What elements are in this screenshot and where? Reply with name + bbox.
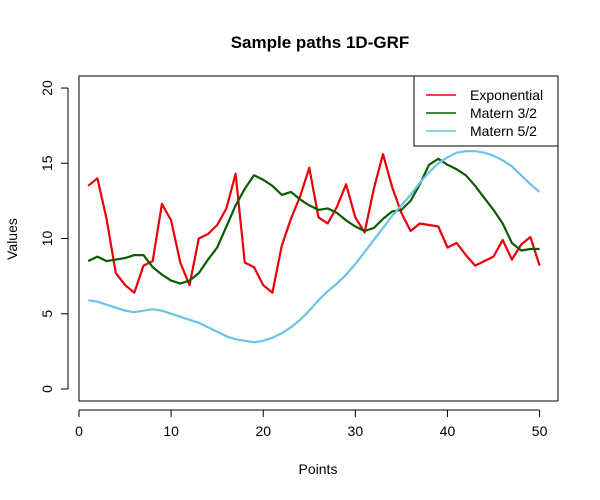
y-tick-label: 15 — [39, 155, 55, 171]
x-tick-label: 0 — [75, 423, 83, 439]
legend-label-matern-5-2: Matern 5/2 — [470, 123, 537, 139]
y-tick-label: 20 — [39, 80, 55, 96]
x-axis-label: Points — [299, 461, 338, 477]
x-tick-label: 30 — [348, 423, 364, 439]
legend-box — [413, 75, 559, 147]
legend-label-matern-3-2: Matern 3/2 — [470, 105, 537, 121]
plot-area-border — [78, 75, 559, 402]
legend: Exponential Matern 3/2 Matern 5/2 — [413, 75, 559, 147]
y-tick-label: 5 — [39, 310, 55, 318]
x-tick-label: 40 — [440, 423, 456, 439]
y-axis: 0 5 10 15 20 — [39, 80, 69, 393]
series-layer — [87, 150, 541, 344]
y-tick-label: 0 — [39, 385, 55, 393]
series-line-exponential — [87, 153, 541, 294]
x-axis: 0 10 20 30 40 50 — [75, 409, 548, 439]
x-tick-label: 20 — [255, 423, 271, 439]
series-line-matern-5-2 — [88, 150, 541, 344]
y-tick-label: 10 — [39, 231, 55, 247]
y-axis-label: Values — [4, 218, 20, 260]
chart-title: Sample paths 1D-GRF — [231, 33, 410, 52]
series-line-matern-3-2 — [87, 157, 540, 285]
x-tick-label: 10 — [163, 423, 179, 439]
x-tick-label: 50 — [532, 423, 548, 439]
legend-label-exponential: Exponential — [470, 87, 543, 103]
